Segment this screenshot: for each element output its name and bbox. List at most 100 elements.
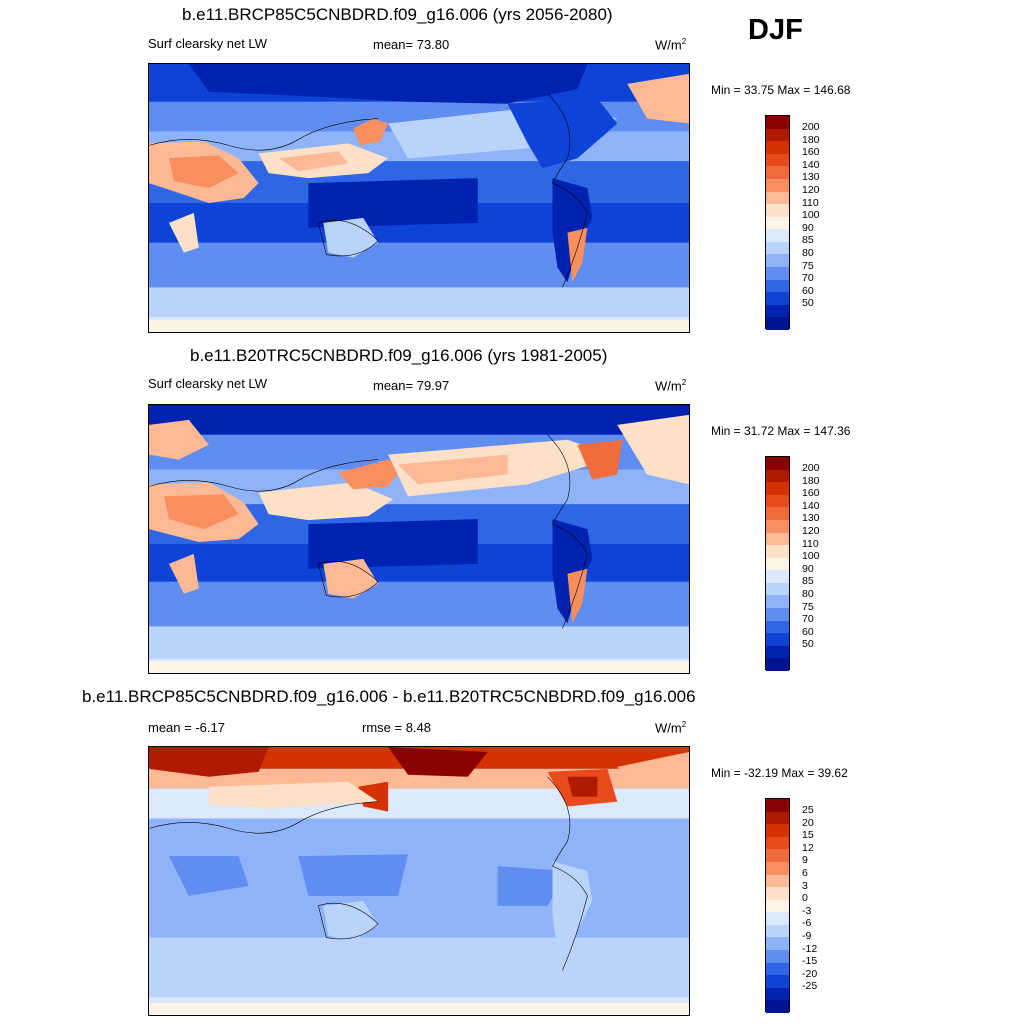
colorbar-swatch <box>766 912 789 926</box>
colorbar-tick-label: 80 <box>802 246 814 259</box>
panel-3-colorbar <box>765 798 790 1014</box>
colorbar-tick-label: 140 <box>802 158 820 171</box>
panel-3-mean-label: mean = -6.17 <box>148 720 225 735</box>
colorbar-swatch <box>766 116 789 130</box>
colorbar-swatch <box>766 937 789 951</box>
colorbar-swatch <box>766 658 789 672</box>
colorbar-swatch <box>766 494 789 508</box>
colorbar-tick-label: 130 <box>802 512 820 525</box>
colorbar-tick-label: -15 <box>802 955 818 968</box>
colorbar-swatch <box>766 204 789 218</box>
colorbar-swatch <box>766 229 789 243</box>
colorbar-swatch <box>766 241 789 255</box>
panel-3-rmse-label: rmse = 8.48 <box>362 720 432 735</box>
colorbar-tick-label: 50 <box>802 297 814 310</box>
colorbar-tick-label: 60 <box>802 284 814 297</box>
colorbar-tick-label: 110 <box>802 196 819 209</box>
colorbar-tick-label: 70 <box>802 272 814 285</box>
colorbar-tick-label: 12 <box>802 841 814 854</box>
colorbar-tick-label: 75 <box>802 600 814 613</box>
colorbar-swatch <box>766 482 789 496</box>
colorbar-swatch <box>766 887 789 901</box>
colorbar-tick-label: -25 <box>802 980 818 993</box>
colorbar-swatch <box>766 178 789 193</box>
colorbar-tick-label: 160 <box>802 146 820 159</box>
colorbar-swatch <box>766 557 789 571</box>
colorbar-swatch <box>766 457 789 471</box>
panel-1-minmax: Min = 33.75 Max = 146.68 <box>711 83 851 97</box>
panel-2-variable-label: Surf clearsky net LW <box>148 376 267 391</box>
colorbar-swatch <box>766 519 789 534</box>
panel-2-map-svg <box>149 405 689 673</box>
colorbar-tick-label: 90 <box>802 221 814 234</box>
colorbar-swatch <box>766 304 789 318</box>
colorbar-tick-label: 75 <box>802 259 814 272</box>
colorbar-tick-label: -9 <box>802 929 812 942</box>
colorbar-tick-label: 140 <box>802 499 820 512</box>
panel-3-title: b.e11.BRCP85C5CNBDRD.f09_g16.006 - b.e11… <box>82 687 696 706</box>
panel-1-map <box>148 63 690 333</box>
colorbar-tick-label: 200 <box>802 462 820 475</box>
panel-2-units: W/m2 <box>655 378 687 394</box>
colorbar-tick-label: -20 <box>802 967 818 980</box>
colorbar-tick-label: 15 <box>802 829 814 842</box>
colorbar-swatch <box>766 836 789 850</box>
panel-2-colorbar <box>765 456 790 672</box>
panel-2-map <box>148 404 690 674</box>
colorbar-tick-label: 9 <box>802 854 808 867</box>
colorbar-swatch <box>766 811 789 825</box>
colorbar-tick-label: -12 <box>802 942 818 955</box>
colorbar-swatch <box>766 216 789 230</box>
colorbar-tick-label: 0 <box>802 892 808 905</box>
colorbar-swatch <box>766 279 789 293</box>
panel-3-map-svg <box>149 747 689 1015</box>
colorbar-tick-label: 120 <box>802 184 820 197</box>
colorbar-tick-label: 60 <box>802 625 814 638</box>
colorbar-swatch <box>766 950 789 964</box>
colorbar-swatch <box>766 267 789 281</box>
colorbar-tick-label: 20 <box>802 816 814 829</box>
colorbar-swatch <box>766 849 789 863</box>
colorbar-swatch <box>766 962 789 976</box>
colorbar-swatch <box>766 317 789 331</box>
colorbar-swatch <box>766 141 789 155</box>
colorbar-tick-label: 120 <box>802 525 820 538</box>
colorbar-swatch <box>766 166 789 180</box>
colorbar-tick-label: 100 <box>802 550 820 563</box>
colorbar-swatch <box>766 507 789 521</box>
panel-1-map-svg <box>149 64 689 332</box>
panel-3-units: W/m2 <box>655 720 687 736</box>
colorbar-tick-label: 3 <box>802 879 808 892</box>
panel-3-map <box>148 746 690 1016</box>
panel-1-mean-label: mean= 73.80 <box>373 37 450 52</box>
colorbar-tick-label: -6 <box>802 917 812 930</box>
colorbar-swatch <box>766 254 789 268</box>
colorbar-swatch <box>766 924 789 938</box>
colorbar-swatch <box>766 620 789 634</box>
colorbar-tick-label: 25 <box>802 804 814 817</box>
colorbar-tick-label: 50 <box>802 638 814 651</box>
colorbar-swatch <box>766 469 789 483</box>
colorbar-swatch <box>766 532 789 546</box>
colorbar-swatch <box>766 987 789 1001</box>
colorbar-swatch <box>766 645 789 659</box>
colorbar-tick-label: 130 <box>802 171 820 184</box>
panel-2-minmax: Min = 31.72 Max = 147.36 <box>711 424 851 438</box>
panel-2-mean-label: mean= 79.97 <box>373 378 450 393</box>
colorbar-tick-label: 6 <box>802 867 808 880</box>
colorbar-swatch <box>766 874 789 888</box>
panel-1-title: b.e11.BRCP85C5CNBDRD.f09_g16.006 (yrs 20… <box>182 5 613 24</box>
colorbar-tick-label: 180 <box>802 133 820 146</box>
colorbar-swatch <box>766 975 789 989</box>
panel-1-colorbar <box>765 115 790 331</box>
panel-1-variable-label: Surf clearsky net LW <box>148 36 267 51</box>
colorbar-tick-label: 100 <box>802 209 820 222</box>
colorbar-swatch <box>766 582 789 596</box>
colorbar-tick-label: -3 <box>802 904 812 917</box>
colorbar-swatch <box>766 153 789 167</box>
colorbar-swatch <box>766 292 789 306</box>
colorbar-swatch <box>766 633 789 647</box>
colorbar-swatch <box>766 799 789 813</box>
colorbar-tick-label: 90 <box>802 562 814 575</box>
panel-1-units: W/m2 <box>655 37 687 53</box>
